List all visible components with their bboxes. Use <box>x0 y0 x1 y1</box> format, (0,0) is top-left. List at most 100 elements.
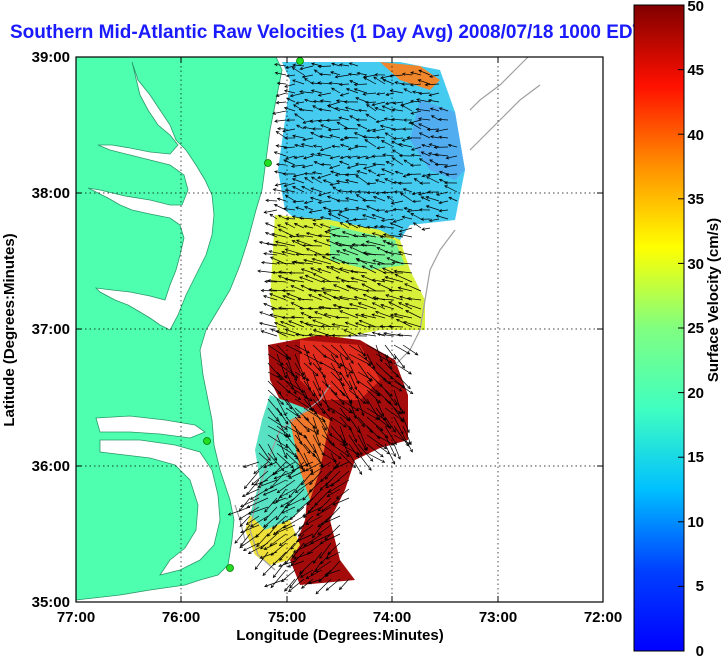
velocity-arrow-head <box>302 125 307 130</box>
velocity-arrow <box>372 279 386 283</box>
velocity-arrow-head <box>303 172 308 176</box>
velocity-arrow <box>284 182 296 187</box>
velocity-arrow-head <box>241 493 246 497</box>
velocity-arrow-head <box>283 183 288 188</box>
velocity-arrow <box>362 199 377 202</box>
velocity-arrow-head <box>361 233 366 237</box>
velocity-arrow-head <box>409 83 414 87</box>
velocity-arrow-head <box>353 295 358 300</box>
velocity-arrow <box>294 353 304 376</box>
velocity-arrow-head <box>357 302 362 306</box>
velocity-arrow-head <box>315 429 319 434</box>
velocity-arrow <box>312 389 322 407</box>
velocity-arrow-head <box>355 162 359 166</box>
velocity-arrow <box>332 234 350 238</box>
velocity-arrow-head <box>275 330 280 334</box>
station-marker[interactable] <box>264 159 272 167</box>
velocity-arrow <box>435 164 449 166</box>
velocity-arrow <box>407 297 422 301</box>
velocity-arrow <box>277 198 287 202</box>
velocity-arrow-head <box>313 253 317 257</box>
velocity-arrow-head <box>265 242 270 246</box>
velocity-arrow <box>303 353 323 365</box>
velocity-arrow-head <box>327 128 332 132</box>
velocity-arrow-head <box>322 206 327 210</box>
velocity-arrow <box>403 159 413 166</box>
velocity-arrow <box>292 135 305 139</box>
velocity-arrow-head <box>345 374 349 378</box>
velocity-arrow-head <box>287 433 291 438</box>
velocity-arrow <box>344 208 359 211</box>
station-marker[interactable] <box>203 437 211 445</box>
velocity-arrow-head <box>275 144 280 148</box>
velocity-arrow-head <box>445 156 450 160</box>
velocity-arrow-head <box>332 466 337 470</box>
velocity-arrow-head <box>281 288 286 293</box>
velocity-arrow-head <box>303 224 308 229</box>
velocity-arrow <box>339 362 353 374</box>
velocity-arrow-head <box>402 127 406 131</box>
velocity-arrow-head <box>331 256 336 260</box>
velocity-arrow-head <box>313 239 318 243</box>
velocity-arrow <box>357 407 379 420</box>
velocity-arrow <box>330 452 339 468</box>
velocity-arrow <box>312 452 324 467</box>
velocity-arrow <box>286 97 296 103</box>
velocity-arrow-head <box>385 92 390 96</box>
velocity-arrow <box>285 344 303 354</box>
velocity-arrow-head <box>292 63 296 67</box>
velocity-arrow-head <box>330 71 334 75</box>
velocity-arrow <box>270 470 287 489</box>
velocity-arrow <box>261 290 278 292</box>
velocity-arrow-head <box>377 393 381 397</box>
velocity-arrow-head <box>428 143 433 147</box>
velocity-arrow <box>321 452 337 462</box>
velocity-arrow-head <box>290 285 295 289</box>
velocity-arrow <box>354 296 368 301</box>
velocity-arrow-head <box>362 293 367 297</box>
velocity-arrow <box>330 362 342 381</box>
velocity-arrow <box>317 82 332 85</box>
velocity-arrow-head <box>300 284 305 288</box>
velocity-arrow-head <box>353 88 358 92</box>
velocity-arrow <box>292 79 305 85</box>
velocity-arrow-head <box>403 88 408 92</box>
velocity-arrow-head <box>257 484 261 488</box>
velocity-arrow-head <box>303 395 307 400</box>
velocity-arrow <box>306 488 323 506</box>
station-marker[interactable] <box>226 564 234 572</box>
velocity-arrow <box>293 173 305 177</box>
velocity-arrow-head <box>329 134 334 138</box>
velocity-arrow-head <box>409 448 413 453</box>
velocity-arrow <box>290 92 305 97</box>
velocity-arrow <box>430 107 440 112</box>
velocity-arrow-head <box>278 306 282 310</box>
velocity-arrow <box>321 362 342 375</box>
velocity-arrow <box>402 434 413 453</box>
velocity-arrow-head <box>263 210 268 214</box>
velocity-arrow-head <box>297 533 302 537</box>
velocity-arrow <box>393 389 403 415</box>
velocity-arrow <box>333 461 350 469</box>
velocity-arrow <box>303 126 314 130</box>
velocity-arrow <box>308 294 323 301</box>
velocity-arrow <box>375 389 391 404</box>
station-marker[interactable] <box>296 57 304 65</box>
velocity-arrow-head <box>448 196 453 200</box>
x-axis-label: Longitude (Degrees:Minutes) <box>236 627 444 644</box>
velocity-arrow <box>398 287 413 292</box>
velocity-arrow <box>383 234 404 238</box>
velocity-arrow <box>274 204 287 211</box>
velocity-arrow-head <box>284 194 289 198</box>
velocity-arrow-head <box>358 319 363 323</box>
velocity-arrow-head <box>319 361 323 365</box>
velocity-arrow-head <box>397 250 402 255</box>
velocity-arrow <box>294 452 305 472</box>
velocity-arrow <box>303 155 314 159</box>
velocity-arrow <box>276 262 296 265</box>
velocity-arrow-head <box>406 209 411 213</box>
velocity-arrow-head <box>424 83 429 87</box>
velocity-arrow <box>399 227 413 232</box>
velocity-arrow-head <box>376 262 381 266</box>
velocity-arrow-head <box>288 320 292 324</box>
